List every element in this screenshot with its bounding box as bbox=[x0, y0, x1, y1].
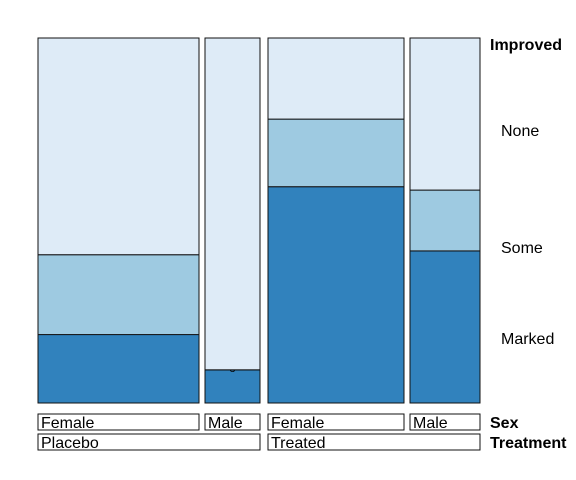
mosaic-cells: o bbox=[37, 37, 481, 404]
treatment-variable-label: Treatment bbox=[490, 435, 567, 452]
sex-label-box-treated-female bbox=[267, 413, 405, 431]
sex-label-treated-female: Female bbox=[271, 415, 324, 432]
cell-placebo-female-none bbox=[37, 37, 200, 256]
cell-treated-female-marked bbox=[267, 186, 405, 404]
sex-variable-label: Sex bbox=[490, 415, 519, 432]
sex-label-box-treated-male bbox=[409, 413, 481, 431]
sex-label-placebo-male: Male bbox=[208, 415, 243, 432]
treatment-label-box-placebo bbox=[37, 433, 261, 451]
cell-placebo-female-marked bbox=[37, 334, 200, 404]
sex-label-box-placebo-female bbox=[37, 413, 200, 431]
cell-placebo-male-none bbox=[204, 37, 261, 371]
sex-label-treated-male: Male bbox=[413, 415, 448, 432]
cell-treated-female-some bbox=[267, 118, 405, 188]
cell-placebo-male-marked bbox=[204, 369, 261, 404]
treatment-label-box-treated bbox=[267, 433, 481, 451]
level-label-marked: Marked bbox=[501, 331, 554, 348]
cell-placebo-female-some bbox=[37, 254, 200, 336]
sex-label-placebo-female: Female bbox=[41, 415, 94, 432]
cell-treated-male-none bbox=[409, 37, 481, 191]
level-label-some: Some bbox=[501, 240, 543, 257]
treatment-label-treated: Treated bbox=[271, 435, 326, 452]
cell-treated-female-none bbox=[267, 37, 405, 120]
treatment-label-placebo: Placebo bbox=[41, 435, 99, 452]
sex-label-box-placebo-male bbox=[204, 413, 261, 431]
response-variable-label: Improved bbox=[490, 37, 562, 54]
cell-treated-male-marked bbox=[409, 250, 481, 404]
level-label-none: None bbox=[501, 123, 539, 140]
cell-treated-male-some bbox=[409, 189, 481, 252]
